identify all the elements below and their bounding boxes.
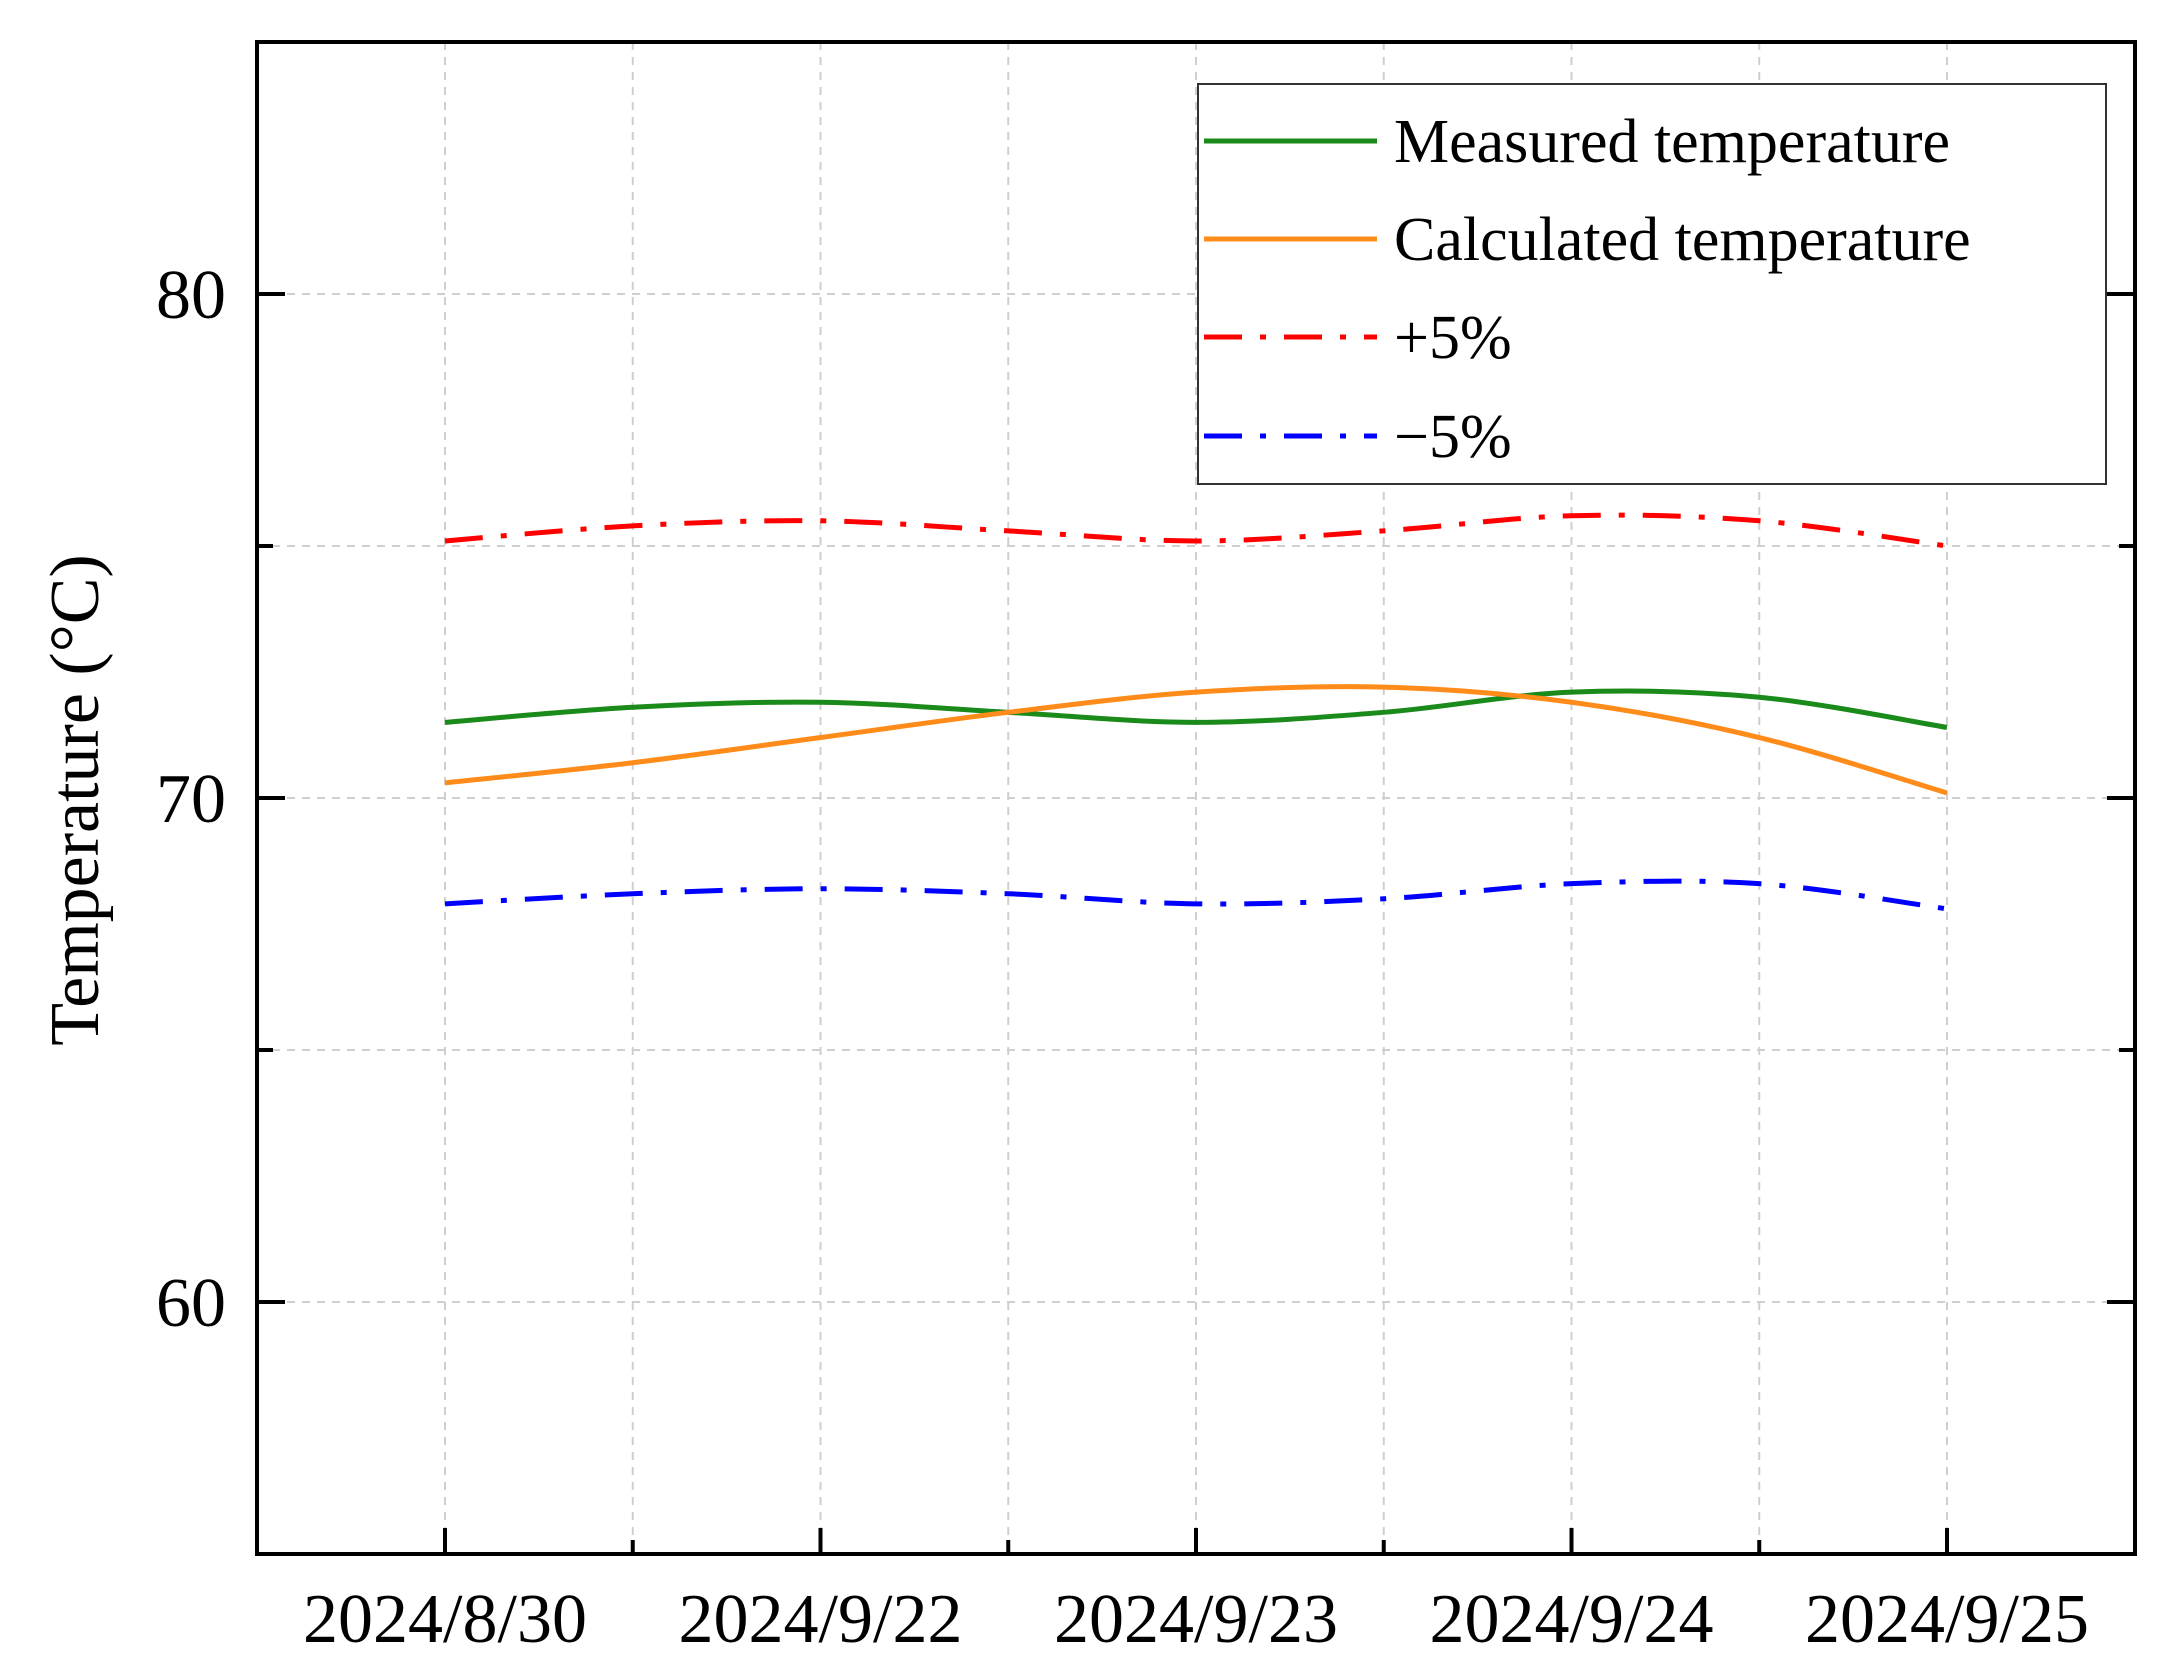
measured-temperature-line xyxy=(444,688,1948,730)
series-layer xyxy=(444,512,1948,912)
legend-label: Measured temperature xyxy=(1394,108,1950,176)
axis-ticks: 60 70 80 2024/8/30 2024/9/22 2024/9/23 2024/9/… xyxy=(156,257,2135,1658)
legend: Measured temperature Calculated temperatu… xyxy=(1197,83,2107,485)
x-tick-label: 2024/9/22 xyxy=(679,1581,963,1658)
y-tick-label: 60 xyxy=(156,1265,226,1342)
legend-label: Calculated temperature xyxy=(1394,206,1971,274)
x-tick-label: 2024/9/25 xyxy=(1805,1581,2089,1658)
legend-label: −5% xyxy=(1394,403,1512,471)
x-tick-label: 2024/9/24 xyxy=(1430,1581,1714,1658)
calculated-temperature-line xyxy=(444,684,1948,796)
minus-5-percent-line xyxy=(444,878,1948,912)
y-axis-title: Temperature (°C) xyxy=(37,554,114,1045)
y-tick-label: 70 xyxy=(156,761,226,838)
y-tick-label: 80 xyxy=(156,257,226,334)
legend-label: +5% xyxy=(1394,304,1512,372)
grid xyxy=(257,42,2135,1554)
x-tick-label: 2024/8/30 xyxy=(303,1581,587,1658)
x-tick-label: 2024/9/23 xyxy=(1054,1581,1338,1658)
legend-box xyxy=(1197,83,2107,485)
plus-5-percent-line xyxy=(444,512,1948,549)
